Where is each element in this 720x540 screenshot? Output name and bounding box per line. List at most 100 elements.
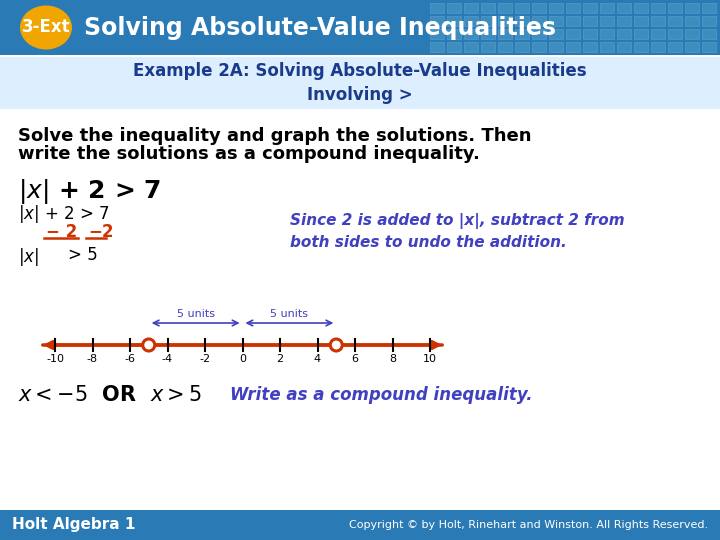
Text: 10: 10 (423, 354, 437, 364)
Text: -8: -8 (87, 354, 98, 364)
Bar (498, 16, 512, 26)
Bar (447, 29, 461, 39)
Bar (430, 16, 444, 26)
Circle shape (330, 339, 342, 351)
Bar (668, 3, 682, 13)
Bar (498, 42, 512, 52)
Bar (702, 3, 716, 13)
Bar (481, 29, 495, 39)
Text: -4: -4 (162, 354, 173, 364)
Text: Holt Algebra 1: Holt Algebra 1 (12, 517, 135, 532)
Bar (617, 42, 631, 52)
Bar (0, 510, 720, 540)
Text: -6: -6 (125, 354, 135, 364)
Bar (532, 3, 546, 13)
Bar (685, 29, 699, 39)
Bar (685, 16, 699, 26)
Text: Solve the inequality and graph the solutions. Then: Solve the inequality and graph the solut… (18, 127, 531, 145)
Bar (566, 3, 580, 13)
Bar (617, 29, 631, 39)
Text: Example 2A: Solving Absolute-Value Inequalities
Involving >: Example 2A: Solving Absolute-Value Inequ… (133, 62, 587, 104)
Bar (481, 3, 495, 13)
Text: Since 2 is added to |x|, subtract 2 from
both sides to undo the addition.: Since 2 is added to |x|, subtract 2 from… (290, 213, 625, 250)
Text: Write as a compound inequality.: Write as a compound inequality. (230, 386, 533, 404)
Bar (447, 16, 461, 26)
Bar (515, 16, 529, 26)
Bar (651, 16, 665, 26)
Bar (464, 16, 478, 26)
Text: 6: 6 (351, 354, 359, 364)
Text: Copyright © by Holt, Rinehart and Winston. All Rights Reserved.: Copyright © by Holt, Rinehart and Winsto… (349, 520, 708, 530)
Bar (617, 16, 631, 26)
Text: $|x|$ + 2 > 7: $|x|$ + 2 > 7 (18, 203, 109, 225)
Bar (651, 3, 665, 13)
Bar (464, 29, 478, 39)
Text: > 5: > 5 (68, 246, 98, 264)
Bar (702, 42, 716, 52)
Bar (430, 29, 444, 39)
Bar (702, 16, 716, 26)
Bar (447, 3, 461, 13)
Bar (685, 3, 699, 13)
Bar (600, 16, 614, 26)
Bar (634, 16, 648, 26)
Text: − 2: − 2 (46, 223, 77, 241)
Text: Solving Absolute-Value Inequalities: Solving Absolute-Value Inequalities (84, 16, 556, 39)
Bar (0, 0, 720, 55)
Text: $|x|$: $|x|$ (18, 246, 39, 268)
Bar (668, 42, 682, 52)
Bar (583, 3, 597, 13)
Bar (464, 3, 478, 13)
Bar (549, 29, 563, 39)
Bar (549, 3, 563, 13)
Bar (430, 3, 444, 13)
Text: $x < -5$  OR  $x > 5$: $x < -5$ OR $x > 5$ (18, 385, 202, 405)
Text: -10: -10 (46, 354, 64, 364)
Bar (566, 16, 580, 26)
Bar (515, 29, 529, 39)
Bar (481, 42, 495, 52)
Bar (600, 3, 614, 13)
Text: 2: 2 (276, 354, 284, 364)
Bar (668, 29, 682, 39)
Text: 4: 4 (314, 354, 321, 364)
Bar (532, 42, 546, 52)
Bar (566, 29, 580, 39)
Bar (481, 16, 495, 26)
Bar (617, 3, 631, 13)
Bar (634, 42, 648, 52)
Text: 3-Ext: 3-Ext (22, 18, 71, 37)
Bar (532, 16, 546, 26)
Bar (515, 3, 529, 13)
Circle shape (143, 339, 155, 351)
Bar (583, 29, 597, 39)
Bar (600, 42, 614, 52)
Text: write the solutions as a compound inequality.: write the solutions as a compound inequa… (18, 145, 480, 163)
Text: $|x|$ + 2 > 7: $|x|$ + 2 > 7 (18, 177, 161, 206)
Bar (549, 16, 563, 26)
Bar (600, 29, 614, 39)
Bar (685, 42, 699, 52)
Bar (498, 29, 512, 39)
Text: −2: −2 (88, 223, 114, 241)
Text: -2: -2 (199, 354, 210, 364)
Ellipse shape (20, 5, 72, 50)
Bar (583, 16, 597, 26)
Bar (634, 29, 648, 39)
Bar (515, 42, 529, 52)
Bar (566, 42, 580, 52)
Bar (651, 42, 665, 52)
Bar (447, 42, 461, 52)
Bar (583, 42, 597, 52)
Bar (0, 57, 720, 109)
Text: 8: 8 (389, 354, 396, 364)
Text: 5 units: 5 units (271, 309, 308, 319)
Bar (634, 3, 648, 13)
Bar (668, 16, 682, 26)
Text: 5 units: 5 units (176, 309, 215, 319)
Bar (549, 42, 563, 52)
Bar (498, 3, 512, 13)
Bar (430, 42, 444, 52)
Text: 0: 0 (239, 354, 246, 364)
Bar (532, 29, 546, 39)
